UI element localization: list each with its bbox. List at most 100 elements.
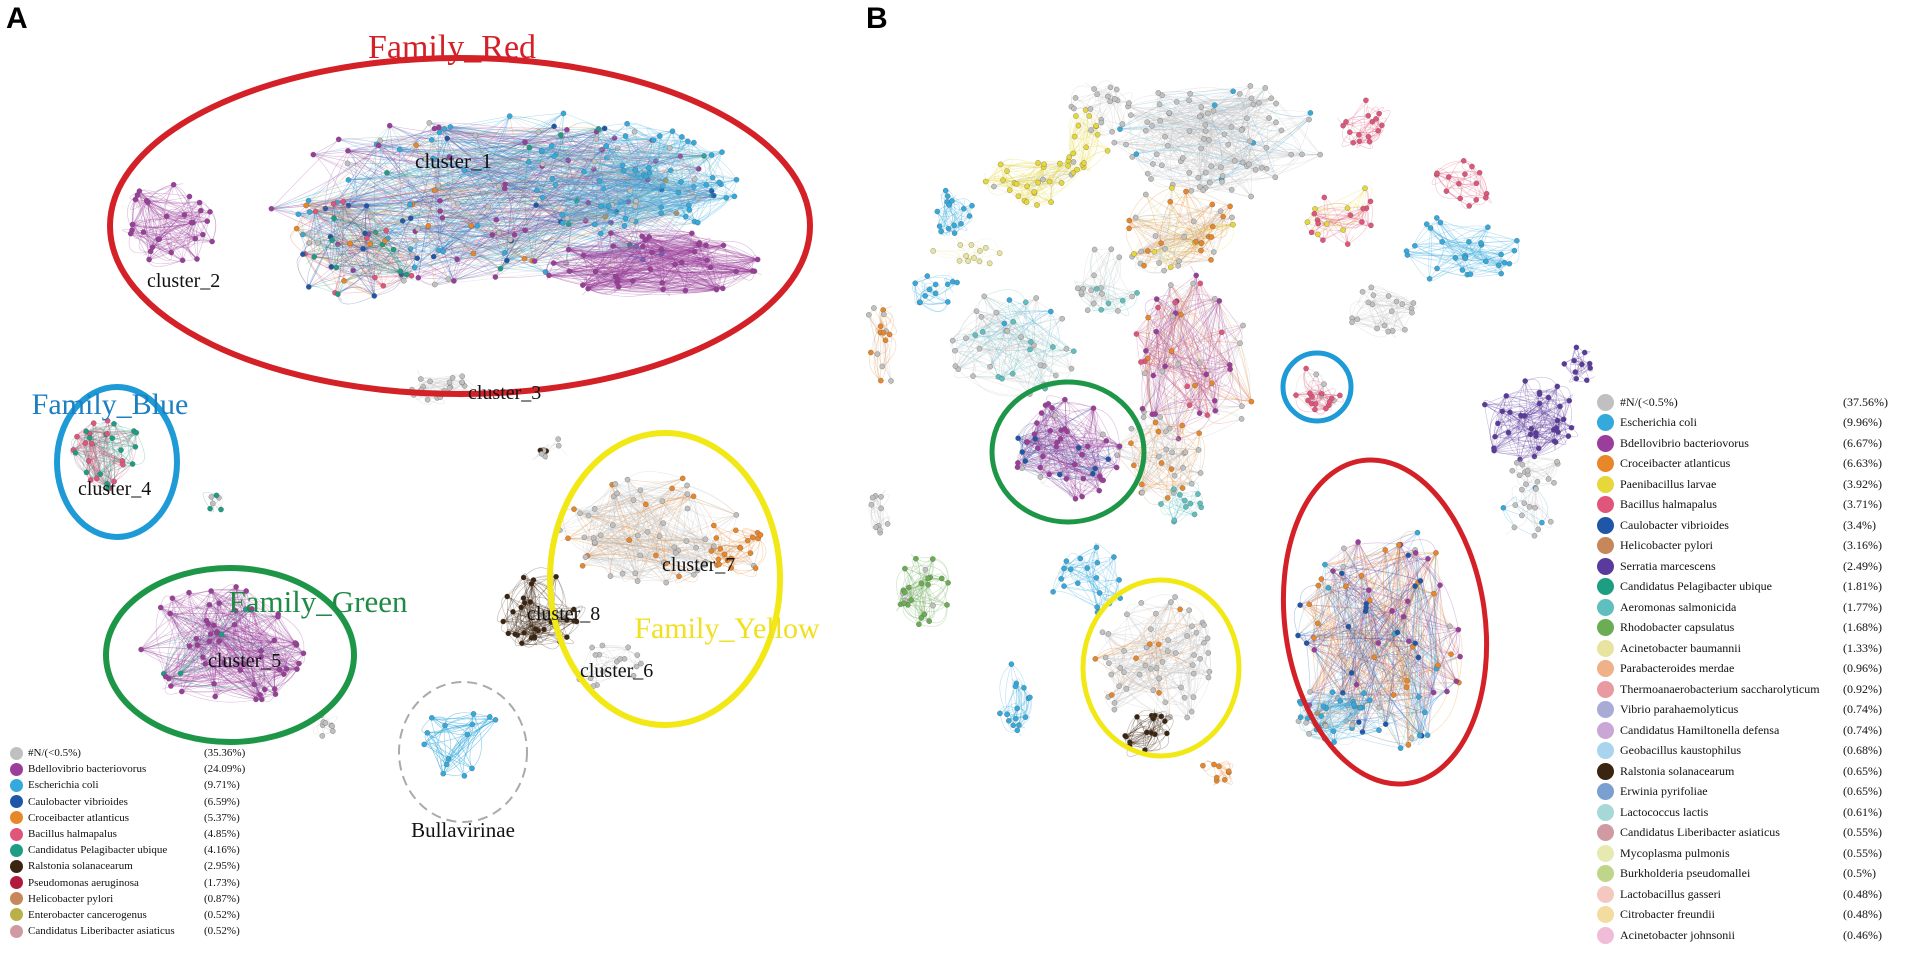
network-edge — [500, 129, 568, 269]
network-node — [413, 142, 419, 148]
network-edge — [401, 201, 621, 275]
network-edge — [436, 132, 455, 282]
network-edge — [439, 115, 510, 202]
network-edge — [500, 169, 595, 269]
network-node — [194, 642, 201, 648]
network-edge — [298, 184, 556, 215]
network-edge — [434, 147, 530, 191]
network-node — [82, 440, 89, 446]
network-node — [713, 286, 720, 293]
network-node — [630, 278, 636, 284]
network-node — [1159, 162, 1165, 169]
network-edge — [498, 211, 617, 234]
network-node — [1144, 170, 1151, 177]
network-edge — [336, 149, 400, 203]
network-node — [1201, 136, 1207, 142]
network-edge — [629, 197, 698, 246]
network-node — [541, 626, 547, 633]
network-edge — [347, 132, 440, 152]
network-edge — [457, 185, 664, 260]
network-node — [403, 271, 410, 278]
network-edge — [313, 154, 567, 264]
network-edge — [439, 194, 543, 202]
network-edge — [347, 163, 449, 280]
network-node — [580, 282, 586, 288]
network-node — [409, 251, 416, 258]
network-edge — [325, 160, 656, 209]
network-edge — [425, 158, 671, 171]
network-edge — [511, 240, 644, 260]
network-node — [418, 376, 424, 382]
network-node — [531, 258, 538, 264]
network-node — [599, 642, 606, 649]
network-node — [1197, 113, 1203, 120]
network-node — [1208, 163, 1214, 169]
network-node — [120, 461, 126, 468]
network-node — [446, 379, 453, 386]
network-edge — [198, 210, 213, 242]
network-node — [469, 765, 475, 772]
network-node — [206, 638, 213, 644]
network-edge — [417, 228, 505, 254]
network-edge — [336, 202, 411, 250]
network-node — [500, 618, 506, 625]
network-node — [424, 730, 431, 736]
network-edge — [453, 165, 543, 282]
network-node — [390, 246, 397, 253]
network-node — [193, 635, 200, 642]
network-edge — [605, 253, 662, 276]
network-node — [551, 123, 557, 130]
network-edge — [348, 179, 505, 254]
network-edge — [347, 163, 663, 186]
network-node — [597, 532, 604, 539]
network-node — [445, 756, 452, 762]
network-node — [559, 220, 566, 226]
network-edge — [376, 144, 496, 278]
network-edge — [450, 126, 693, 193]
network-edge — [402, 188, 604, 222]
network-node — [268, 205, 275, 212]
network-node — [492, 274, 499, 280]
network-node — [447, 124, 454, 130]
network-node — [614, 490, 620, 497]
network-node — [206, 602, 213, 608]
network-node — [443, 761, 450, 768]
network-edge — [348, 125, 390, 206]
network-node — [744, 537, 751, 544]
network-node — [1133, 151, 1140, 157]
network-edge — [568, 159, 699, 170]
network-edge — [438, 239, 511, 251]
network-edge — [431, 139, 437, 191]
network-node — [1186, 128, 1193, 134]
network-edge — [368, 144, 417, 235]
network-node — [1198, 104, 1205, 110]
network-node — [577, 510, 583, 517]
network-node — [213, 492, 220, 499]
network-node — [345, 148, 351, 154]
network-edge — [271, 147, 530, 209]
network-node — [1278, 127, 1285, 134]
network-node — [565, 535, 571, 542]
network-edge — [542, 131, 597, 167]
network-node — [634, 652, 641, 658]
network-node — [367, 241, 373, 247]
network-edge — [434, 190, 621, 206]
network-node — [1266, 115, 1272, 121]
panel-b-letter: B — [866, 2, 888, 35]
network-node — [660, 286, 666, 293]
network-node — [331, 215, 337, 222]
network-edge — [616, 148, 637, 204]
network-edge — [475, 135, 505, 253]
network-node — [305, 197, 312, 204]
network-node — [1272, 174, 1279, 181]
network-edge — [409, 201, 629, 206]
network-node — [415, 226, 421, 232]
network-edge — [298, 213, 632, 250]
network-node — [1273, 119, 1279, 126]
network-edge — [336, 202, 561, 223]
network-edge — [306, 115, 510, 206]
network-node — [555, 442, 562, 449]
network-node — [520, 595, 527, 601]
network-edge — [444, 128, 543, 198]
network-node — [200, 654, 206, 660]
